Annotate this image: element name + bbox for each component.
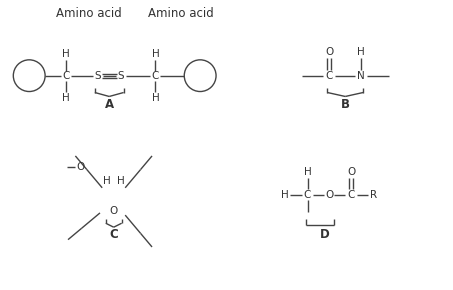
Text: O: O <box>325 47 333 57</box>
Text: Amino acid: Amino acid <box>56 7 122 20</box>
Text: S: S <box>117 71 124 81</box>
Text: C: C <box>347 190 355 200</box>
Text: D: D <box>319 228 329 241</box>
Text: C: C <box>152 71 159 81</box>
Text: O: O <box>77 162 85 172</box>
Text: O: O <box>325 190 333 200</box>
Text: A: A <box>105 98 114 111</box>
Text: H: H <box>62 49 70 59</box>
Text: N: N <box>357 71 365 81</box>
Text: C: C <box>326 71 333 81</box>
Text: H: H <box>281 190 289 200</box>
Text: O: O <box>110 206 118 216</box>
Text: H: H <box>62 93 70 104</box>
Text: H: H <box>357 47 365 57</box>
Text: H: H <box>152 49 159 59</box>
Text: C: C <box>109 228 118 241</box>
Text: C: C <box>63 71 70 81</box>
Text: C: C <box>304 190 311 200</box>
Text: H: H <box>117 176 125 186</box>
Text: H: H <box>103 176 111 186</box>
Text: O: O <box>347 167 355 177</box>
Text: B: B <box>341 98 350 111</box>
Text: H: H <box>304 167 311 177</box>
Text: Amino acid: Amino acid <box>149 7 214 20</box>
Text: R: R <box>370 190 376 200</box>
Text: S: S <box>95 71 101 81</box>
Text: H: H <box>152 93 159 104</box>
